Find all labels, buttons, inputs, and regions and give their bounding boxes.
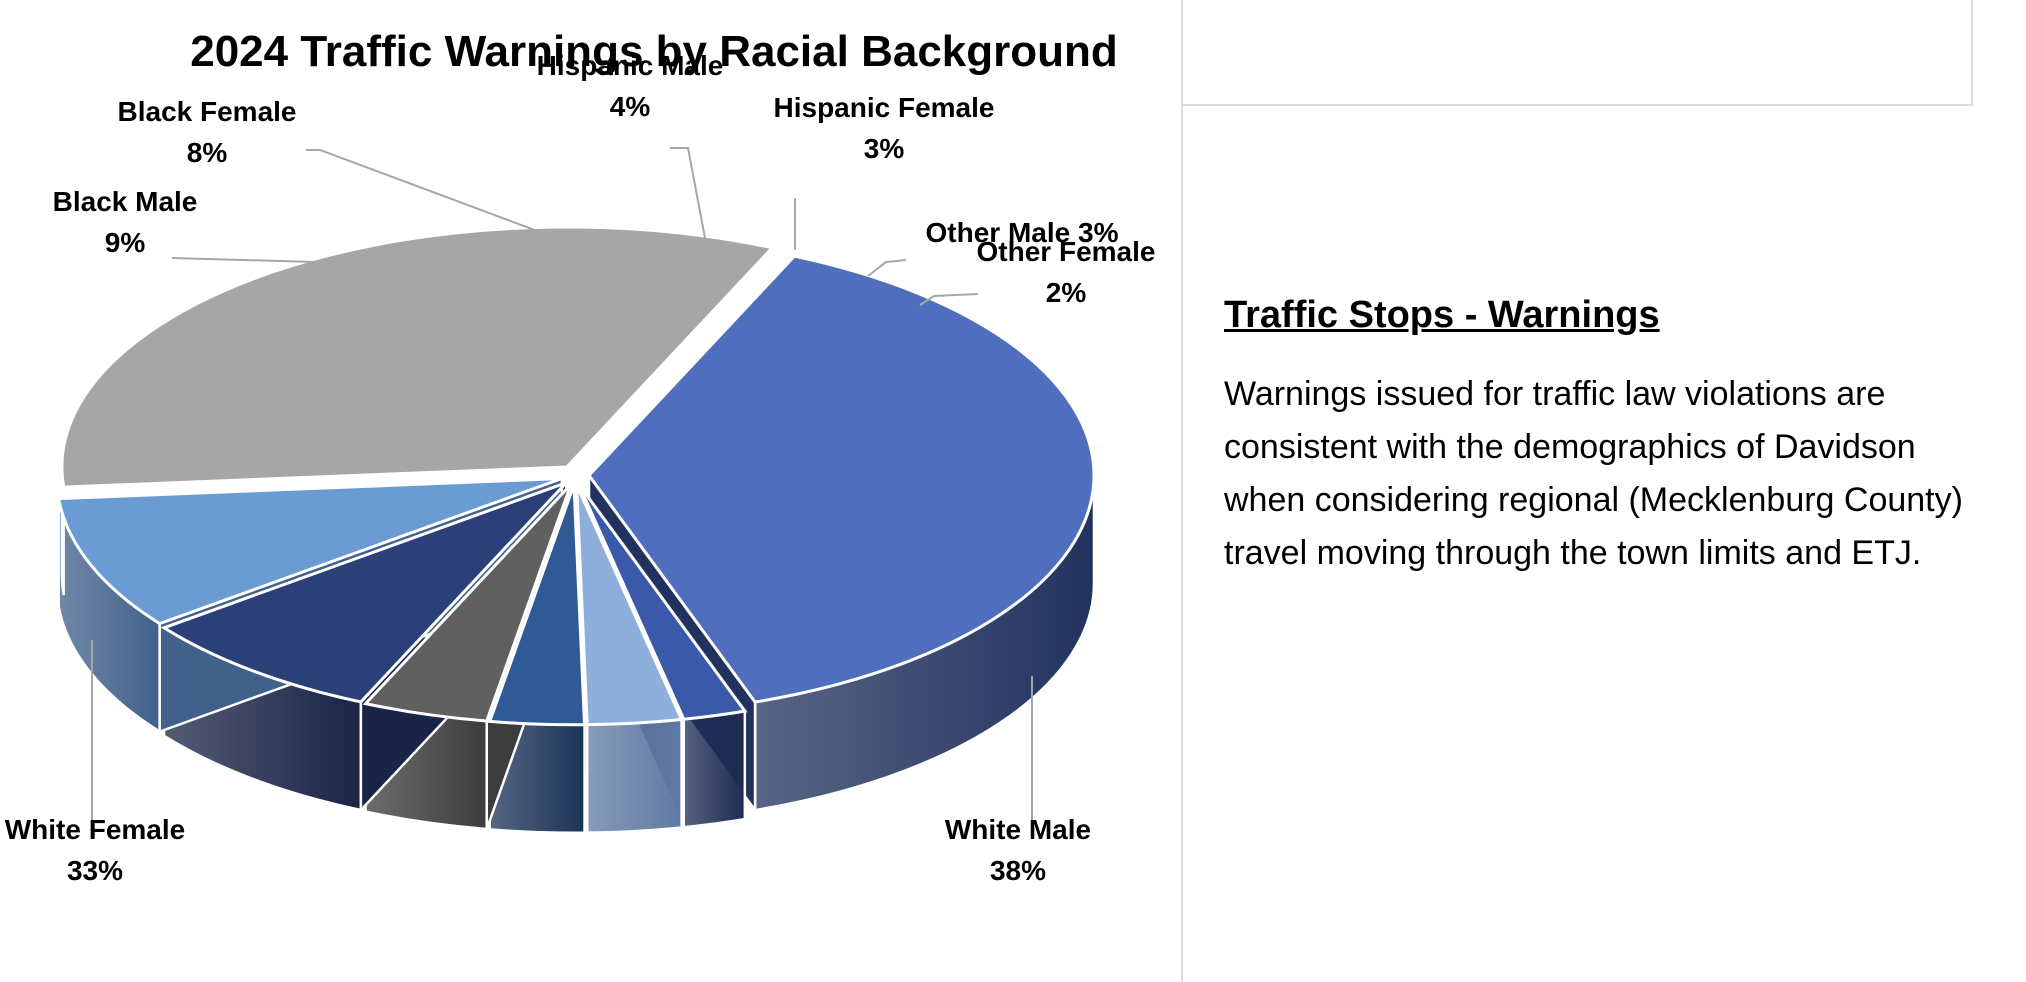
slice-label-hispanic-female: Hispanic Female 3% [774,92,995,164]
slice-other-male [575,484,684,727]
panel-heading: Traffic Stops - Warnings [1224,294,1660,336]
leader-line-other-male [867,259,907,277]
header-box [1183,0,1973,106]
leader-line-black-male [171,257,316,263]
chart-title: 2024 Traffic Warnings by Racial Backgrou… [190,27,1118,76]
side-panel: Traffic Stops - Warnings Warnings issued… [1224,290,1984,580]
slice-label-hispanic-male: Hispanic Male 4% [537,50,724,122]
column-divider [1181,0,1183,982]
slice-black-male [56,477,563,626]
slice-label-black-female: Black Female 8% [118,96,297,168]
leader-line-hispanic-male [670,147,706,239]
panel-body: Warnings issued for traffic law violatio… [1224,375,1963,572]
slice-label-other-male: Other Male 3% [926,217,1119,248]
pie-slices [56,225,1096,835]
slice-hispanic-female [487,484,587,727]
slice-label-other-female: Other Female 2% [977,236,1156,308]
pie-chart: 2024 Traffic Warnings by Racial Backgrou… [5,27,1156,886]
slice-label-white-female: White Female 33% [5,814,185,886]
leader-line-other-female [919,293,979,306]
slice-hispanic-male [362,483,573,723]
slice-side-other-male [585,718,683,834]
slice-labels: White Male 38% Other Female 2%Other Male 3%… [5,50,1156,886]
slice-white-male [587,254,1096,704]
slice-white-female [60,225,776,489]
leader-line-black-female [306,149,541,233]
slice-other-female [577,483,748,721]
slice-label-black-male: Black Male 9% [53,186,198,258]
slice-label-white-male: White Male 38% [945,814,1091,886]
slice-side-other-female [682,709,747,829]
slice-black-female [160,481,568,704]
